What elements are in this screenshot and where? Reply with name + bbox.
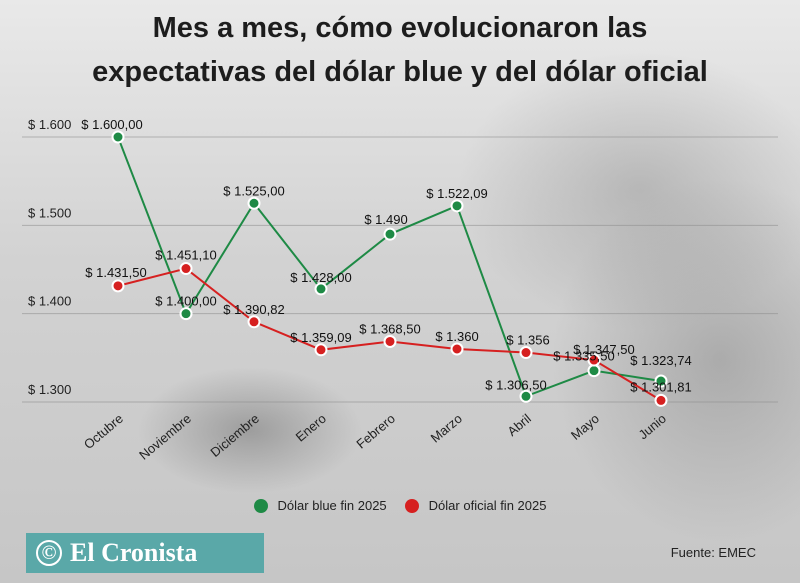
legend: Dólar blue fin 2025 Dólar oficial fin 20…	[0, 498, 800, 513]
data-label: $ 1.428,00	[290, 270, 351, 285]
data-label: $ 1.431,50	[85, 265, 146, 280]
data-point	[519, 389, 533, 403]
data-point	[179, 262, 193, 276]
data-point	[450, 342, 464, 356]
data-point	[111, 279, 125, 293]
x-tick-label: Mayo	[568, 411, 602, 443]
logo-text: El Cronista	[70, 538, 198, 567]
title-line-1: Mes a mes, cómo evolucionaron las	[152, 12, 648, 44]
data-label: $ 1.301,81	[630, 379, 691, 394]
data-point	[247, 315, 261, 329]
data-point	[587, 353, 601, 367]
data-label: $ 1.335,50	[553, 349, 614, 364]
x-tick-label: Noviembre	[136, 411, 194, 463]
data-label: $ 1.525,00	[223, 183, 284, 198]
legend-label-oficial: Dólar oficial fin 2025	[428, 498, 547, 513]
data-point	[383, 334, 397, 348]
x-tick-label: Octubre	[81, 411, 126, 452]
data-label: $ 1.306,50	[485, 377, 546, 392]
source-note: Fuente: EMEC	[670, 545, 756, 560]
data-point	[111, 130, 125, 144]
legend-item-blue: Dólar blue fin 2025	[253, 498, 387, 513]
data-label: $ 1.451,10	[155, 248, 216, 263]
data-point	[450, 199, 464, 213]
x-tick-label: Febrero	[353, 411, 398, 452]
y-tick-label: $ 1.500	[28, 205, 71, 220]
data-label: $ 1.368,50	[359, 321, 420, 336]
y-tick-label: $ 1.600	[28, 117, 71, 132]
x-tick-label: Marzo	[428, 411, 465, 446]
data-point	[383, 227, 397, 241]
data-point	[587, 364, 601, 378]
y-tick-label: $ 1.400	[28, 294, 71, 309]
y-tick-label: $ 1.300	[28, 382, 71, 397]
data-point	[179, 307, 193, 321]
x-tick-label: Enero	[293, 411, 329, 445]
legend-label-blue: Dólar blue fin 2025	[277, 498, 387, 513]
legend-marker-blue	[253, 498, 268, 513]
data-point	[247, 196, 261, 210]
data-label: $ 1.360	[435, 329, 478, 344]
legend-marker-oficial	[404, 498, 419, 513]
data-label: $ 1.359,09	[290, 330, 351, 345]
data-label: $ 1.600,00	[81, 117, 142, 132]
data-label: $ 1.347,50	[573, 342, 634, 357]
data-point	[654, 374, 668, 388]
data-point	[314, 343, 328, 357]
x-tick-label: Diciembre	[207, 411, 261, 460]
data-point	[314, 282, 328, 296]
copyright-icon: ©	[36, 540, 62, 566]
data-point	[654, 393, 668, 407]
data-label: $ 1.400,00	[155, 294, 216, 309]
x-tick-label: Abril	[504, 411, 534, 439]
data-label: $ 1.390,82	[223, 302, 284, 317]
data-label: $ 1.323,74	[630, 353, 691, 368]
el-cronista-logo: © El Cronista	[26, 533, 264, 573]
chart-title: Mes a mes, cómo evolucionaron las expect…	[0, 6, 800, 94]
data-label: $ 1.522,09	[426, 186, 487, 201]
data-point	[519, 346, 533, 360]
title-line-2: expectativas del dólar blue y del dólar …	[92, 56, 708, 88]
data-label: $ 1.356	[506, 333, 549, 348]
x-tick-label: Junio	[635, 411, 668, 442]
legend-item-oficial: Dólar oficial fin 2025	[404, 498, 547, 513]
data-label: $ 1.490	[364, 212, 407, 227]
